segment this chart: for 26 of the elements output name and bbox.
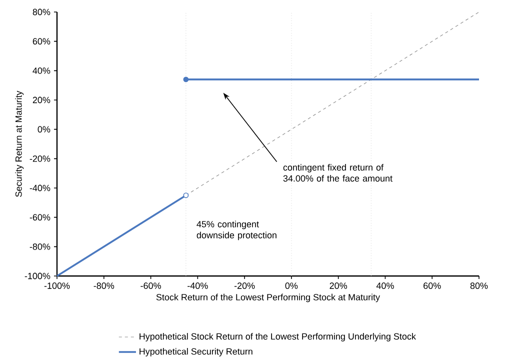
x-tick-label: 20% [330, 282, 348, 289]
x-tick-label: 0% [285, 282, 298, 289]
y-tick-label: 60% [32, 38, 50, 45]
legend-label: Hypothetical Security Return [140, 348, 252, 356]
y-tick-label: 40% [32, 67, 50, 74]
x-tick-label: 80% [470, 282, 488, 289]
y-tick-label: -80% [30, 243, 50, 250]
x-axis-title: Stock Return of the Lowest Performing Stock at Maturity [156, 294, 380, 302]
x-tick-label: -20% [234, 282, 255, 289]
y-tick-label: 20% [32, 96, 50, 104]
y-tick-label: 0% [38, 126, 50, 133]
x-tick-label: 60% [424, 282, 441, 289]
y-axis-title: Security Return at Maturity [15, 90, 24, 197]
y-tick-label: 80% [32, 8, 50, 16]
y-tick-label: -40% [30, 184, 50, 192]
legend-label: Hypothetical Stock Return of the Lowest Performing Underlying Stock [140, 332, 416, 342]
annotation: 45% contingent downside protection [196, 220, 276, 240]
x-tick-label: 40% [376, 282, 394, 289]
x-tick-label: -60% [140, 282, 161, 289]
y-tick-label: -60% [30, 214, 50, 221]
x-tick-label: -80% [94, 282, 114, 289]
y-tick-label: -100% [24, 272, 50, 280]
annotation: contingent fixed return of 34.00% of the face amount [283, 164, 392, 182]
x-tick-label: -100% [44, 282, 70, 289]
x-tick-label: -40% [188, 282, 208, 289]
y-tick-label: -20% [30, 155, 50, 162]
